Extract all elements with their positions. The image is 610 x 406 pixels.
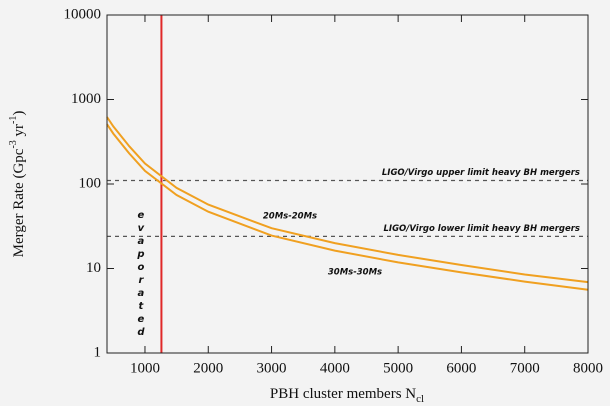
y-label-text: Merger Rate (Gpc [11,148,27,257]
x-tick-label: 1000 [130,360,160,376]
limit-label: LIGO/Virgo lower limit heavy BH mergers [383,224,580,234]
series-label: 20Ms-20Ms [263,212,317,222]
limit-label: LIGO/Virgo upper limit heavy BH mergers [382,168,580,178]
x-label-sub: cl [416,393,424,405]
y-label-text: yr [11,124,27,140]
y-tick-label: 10 [86,260,101,276]
y-label-sup: -3 [8,140,19,148]
x-label-text: PBH cluster members N [270,386,416,402]
x-tick-label: 5000 [383,360,413,376]
background [0,0,610,406]
y-tick-label: 1 [94,344,102,360]
y-tick-label: 1000 [71,91,101,107]
x-tick-label: 3000 [257,360,287,376]
evaporated-label: evaporated [135,210,146,340]
x-axis-label: PBH cluster members Ncl [270,386,424,404]
y-label-sup: -1 [8,116,19,124]
chart: LIGO/Virgo upper limit heavy BH mergers L… [0,0,610,406]
y-tick-label: 10000 [64,6,102,22]
x-tick-label: 4000 [320,360,350,376]
x-tick-label: 6000 [446,360,476,376]
y-tick-label: 100 [79,175,102,191]
x-tick-label: 2000 [193,360,223,376]
x-tick-label: 7000 [510,360,540,376]
x-tick-label: 8000 [573,360,603,376]
y-axis-label: Merger Rate (Gpc-3 yr-1) [8,111,27,258]
y-label-text: ) [11,111,27,116]
series-label: 30Ms-30Ms [328,268,382,278]
